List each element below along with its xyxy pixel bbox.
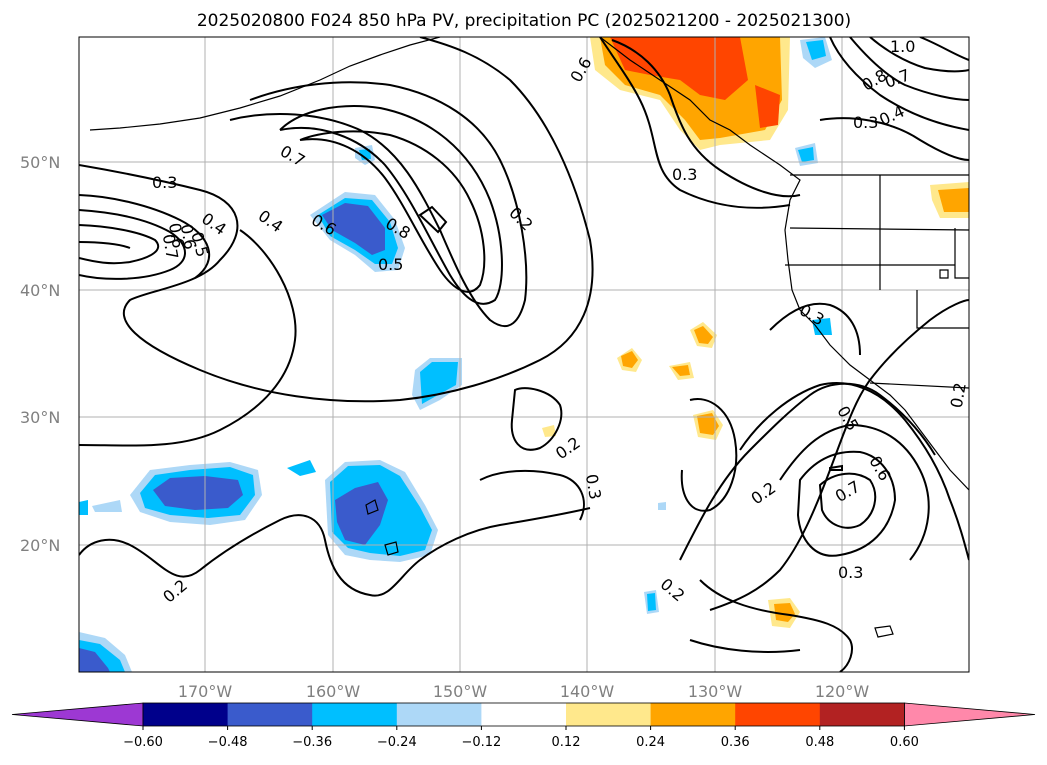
precip-shading [79, 37, 969, 672]
colorbar-tick-label: 0.48 [805, 735, 834, 750]
colorbar-tick-label: −0.24 [377, 735, 417, 750]
colorbar-tick-label: 0.24 [636, 735, 665, 750]
colorbar-segment [650, 703, 736, 726]
colorbar-segment [312, 703, 398, 726]
contour-label: 0.6 [177, 223, 200, 251]
lon-label: 160°W [306, 682, 361, 701]
map-panel: 0.3 0.6 0.8 0.7 0.6 1.0 0.4 0.3 0.7 0.3 … [79, 37, 970, 672]
contour-label: 1.0 [890, 37, 915, 56]
colorbar-segment [227, 703, 313, 726]
contour-label: 0.3 [152, 173, 177, 192]
pv-contours [79, 37, 969, 672]
colorbar-segment [819, 703, 905, 726]
lon-label: 150°W [433, 682, 488, 701]
colorbar-tick-label: −0.60 [123, 735, 163, 750]
colorbar-segment [735, 703, 821, 726]
colorbar-tick-label: 0.36 [721, 735, 750, 750]
contour-label: 0.3 [853, 113, 878, 132]
colorbar-segment [396, 703, 482, 726]
colorbar-tick-label: −0.12 [461, 735, 501, 750]
lon-label: 140°W [560, 682, 615, 701]
contour-label: 0.2 [947, 381, 970, 409]
contour-label: 0.3 [838, 563, 863, 582]
contour-labels: 0.3 0.6 0.8 0.7 0.6 1.0 0.4 0.3 0.7 0.3 … [152, 37, 970, 607]
contour-label: 0.6 [165, 221, 188, 249]
colorbar-tick-label: 0.12 [552, 735, 581, 750]
colorbar-extend-low [11, 702, 144, 727]
lon-label: 170°W [178, 682, 233, 701]
map-title: 2025020800 F024 850 hPa PV, precipitatio… [197, 11, 851, 31]
lon-labels: 170°W 160°W 150°W 140°W 130°W 120°W [178, 682, 870, 701]
contour-label: 0.7 [159, 233, 182, 261]
coastlines [89, 37, 969, 638]
colorbar-tick-label: 0.60 [890, 735, 919, 750]
contour-label: 0.3 [672, 165, 697, 184]
lat-label: 40°N [20, 281, 60, 300]
lon-label: 130°W [688, 682, 743, 701]
colorbar [11, 702, 1036, 727]
colorbar-segment [143, 703, 229, 726]
gridlines [79, 37, 969, 672]
lat-label: 50°N [20, 153, 60, 172]
lat-labels: 50°N 40°N 30°N 20°N [20, 153, 60, 555]
lat-label: 20°N [20, 536, 60, 555]
contour-label: 0.5 [378, 255, 403, 274]
contour-label: 0.3 [582, 473, 605, 501]
colorbar-segment [481, 703, 567, 726]
colorbar-segment [566, 703, 652, 726]
lat-label: 30°N [20, 408, 60, 427]
colorbar-outline [142, 702, 905, 727]
colorbar-extend-high [904, 702, 1036, 727]
colorbar-tick-label: −0.48 [208, 735, 248, 750]
colorbar-tick-label: −0.36 [292, 735, 332, 750]
lon-label: 120°W [815, 682, 870, 701]
colorbar-ticks: −0.60 −0.48 −0.36 −0.24 −0.12 0.12 0.24 0.36 0.4… [123, 726, 919, 750]
map-frame [78, 36, 970, 673]
